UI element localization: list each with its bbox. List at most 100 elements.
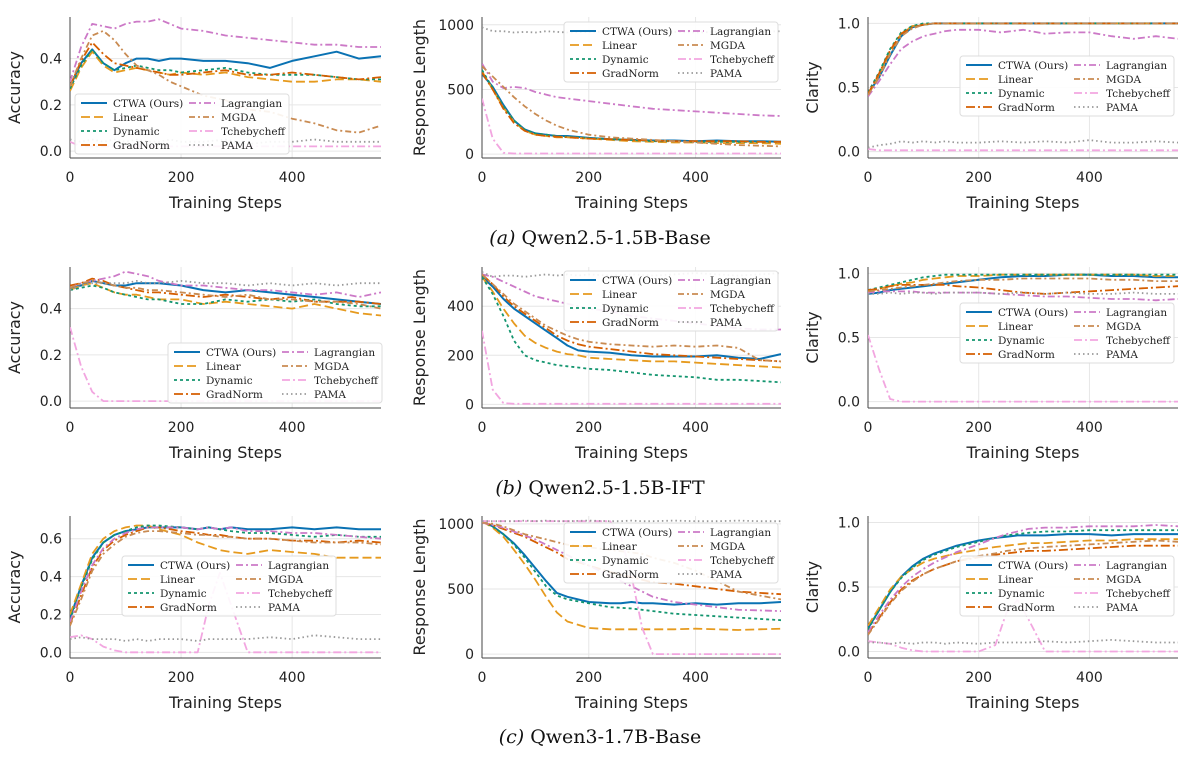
legend-label-lagrangian: Lagrangian <box>221 98 282 110</box>
series-line-dynamic <box>70 284 381 308</box>
caption-label: (c) <box>498 726 525 748</box>
y-tick-label: 0.4 <box>40 570 62 586</box>
y-tick-label: 200 <box>447 348 474 364</box>
chart-panel-1-2: 0 200 400 0 500 1000 Training Steps Response Le… <box>410 17 781 212</box>
legend-label-tchebycheff: Tchebycheff <box>710 555 776 567</box>
x-axis-title: Training Steps <box>966 693 1080 712</box>
y-axis-title: Clarity <box>803 61 822 113</box>
legend-label-pama: PAMA <box>710 569 742 581</box>
y-tick-label: 0.0 <box>838 645 860 661</box>
series-line-lagrangian <box>70 18 381 82</box>
x-tick-label: 400 <box>1076 420 1103 436</box>
legend-label-pama: PAMA <box>710 68 742 80</box>
legend-label-gradnorm: GradNorm <box>998 349 1055 361</box>
x-axis-title: Training Steps <box>574 193 688 212</box>
legend-label-tchebycheff: Tchebycheff <box>221 126 287 138</box>
x-axis-title: Training Steps <box>574 693 688 712</box>
series-line-linear <box>482 520 781 631</box>
legend-label-mgda: MGDA <box>710 40 746 52</box>
legend: CTWA (Ours) Linear Dynamic GradNorm Lagrangi… <box>563 522 779 584</box>
legend-frame <box>959 555 1175 617</box>
legend-label-lagrangian: Lagrangian <box>710 26 771 38</box>
y-tick-label: 0.0 <box>838 395 860 411</box>
y-tick-label: 0.5 <box>838 580 860 596</box>
legend-label-pama: PAMA <box>314 389 346 401</box>
x-tick-label: 0 <box>66 420 75 436</box>
series-line-linear <box>868 538 1178 627</box>
caption-model: Qwen2.5-1.5B-Base <box>521 227 711 249</box>
x-tick-label: 0 <box>864 170 873 186</box>
series-line-tchebycheff <box>70 571 381 654</box>
series-line-ctwa-ours <box>482 276 781 360</box>
legend-label-tchebycheff: Tchebycheff <box>710 303 776 315</box>
series-line-lagrangian <box>868 524 1178 633</box>
legend-label-ctwa-ours: CTWA (Ours) <box>998 307 1068 319</box>
series-line-pama <box>70 138 381 146</box>
legend-label-ctwa-ours: CTWA (Ours) <box>602 26 672 38</box>
x-axis-title: Training Steps <box>168 693 282 712</box>
legend-label-mgda: MGDA <box>1106 574 1142 586</box>
legend-label-mgda: MGDA <box>710 541 746 553</box>
legend: CTWA (Ours) Linear Dynamic GradNorm Lagrangi… <box>959 555 1175 617</box>
x-tick-label: 0 <box>66 670 75 686</box>
y-tick-label: 0.2 <box>40 607 62 623</box>
legend-label-lagrangian: Lagrangian <box>268 560 329 572</box>
x-tick-label: 400 <box>279 170 306 186</box>
y-axis-title: Response Length <box>410 19 429 156</box>
series-line-gradnorm <box>868 22 1178 95</box>
series-line-tchebycheff <box>868 148 1178 152</box>
y-axis-title: Response Length <box>410 518 429 655</box>
x-axis-title: Training Steps <box>168 443 282 462</box>
legend-label-linear: Linear <box>998 74 1034 86</box>
legend-frame <box>563 21 779 83</box>
series-line-mgda <box>70 29 381 134</box>
y-tick-label: 0.0 <box>40 394 62 410</box>
x-tick-label: 200 <box>965 420 992 436</box>
legend-label-dynamic: Dynamic <box>113 126 160 138</box>
y-tick-label: 0.0 <box>40 144 62 160</box>
legend-label-dynamic: Dynamic <box>602 54 649 66</box>
legend-label-linear: Linear <box>998 574 1034 586</box>
legend: CTWA (Ours) Linear Dynamic GradNorm Lagrangi… <box>563 270 779 332</box>
series-line-lagrangian <box>868 28 1178 98</box>
x-tick-label: 200 <box>575 670 602 686</box>
series-line-pama <box>868 139 1178 149</box>
y-tick-label: 0.4 <box>40 302 62 318</box>
legend-label-dynamic: Dynamic <box>602 303 649 315</box>
series-line-mgda <box>482 65 781 148</box>
legend-label-mgda: MGDA <box>1106 74 1142 86</box>
series-line-mgda <box>868 277 1178 293</box>
x-tick-label: 200 <box>965 170 992 186</box>
series-line-tchebycheff <box>482 98 781 155</box>
series-line-dynamic <box>70 48 381 90</box>
series-group <box>868 524 1178 653</box>
series-line-linear <box>868 273 1178 293</box>
y-tick-label: 400 <box>447 299 474 315</box>
legend-label-pama: PAMA <box>1106 349 1138 361</box>
series-line-mgda <box>868 539 1178 636</box>
x-tick-label: 400 <box>279 670 306 686</box>
chart-panel-2-1: 0 200 400 0.0 0.2 0.4 Training Steps Accuracy CT… <box>5 267 383 462</box>
series-line-linear <box>70 524 381 615</box>
series-line-pama <box>482 26 781 34</box>
legend-frame <box>563 522 779 584</box>
y-axis-title: Accuracy <box>5 301 24 374</box>
series-line-mgda <box>70 279 381 310</box>
y-axis-title: Accuracy <box>5 550 24 623</box>
series-line-gradnorm <box>868 544 1178 635</box>
legend-label-gradnorm: GradNorm <box>998 602 1055 614</box>
legend-frame <box>121 555 337 617</box>
legend-label-dynamic: Dynamic <box>998 335 1045 347</box>
series-line-gradnorm <box>482 273 781 363</box>
series-group <box>70 524 381 654</box>
y-tick-label: 1.0 <box>838 16 860 32</box>
y-tick-label: 1000 <box>438 18 474 34</box>
chart-panel-3-1: 0 200 400 0.0 0.2 0.4 0.6 Training Steps Accurac… <box>5 516 381 712</box>
chart-panel-2-3: 0 200 400 0.0 0.5 1.0 Training Steps Clarity CTW… <box>803 266 1178 462</box>
series-line-gradnorm <box>70 526 381 625</box>
series-line-lagrangian <box>70 526 381 623</box>
series-line-gradnorm <box>868 283 1178 295</box>
series-line-lagrangian <box>70 270 381 298</box>
series-line-tchebycheff <box>868 599 1178 653</box>
